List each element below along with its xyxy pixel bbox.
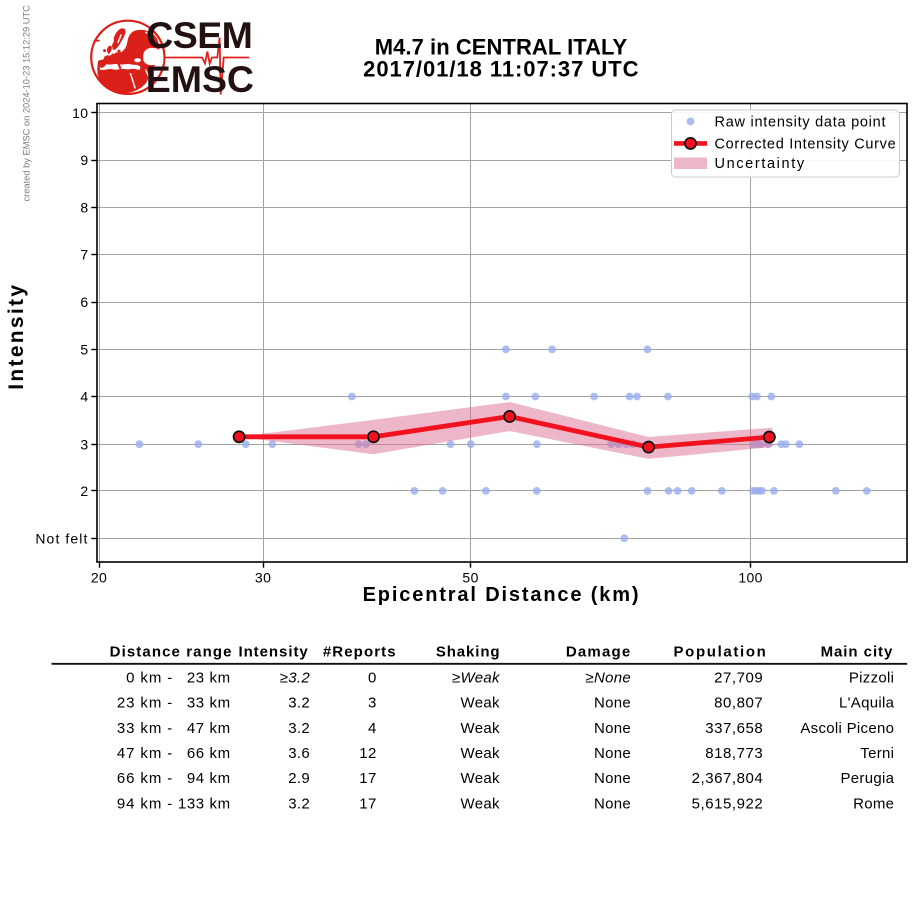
svg-text:4: 4	[80, 389, 88, 405]
svg-text:L'Aquila: L'Aquila	[839, 695, 895, 712]
svg-text:Shaking: Shaking	[436, 644, 501, 661]
svg-text:None: None	[594, 695, 631, 712]
svg-text:2.9: 2.9	[288, 770, 310, 787]
svg-text:6: 6	[80, 294, 88, 310]
svg-text:100: 100	[738, 570, 763, 586]
svg-text:47 km: 47 km	[187, 720, 231, 737]
svg-text:17: 17	[359, 795, 376, 812]
svg-text:337,658: 337,658	[705, 720, 763, 737]
svg-text:None: None	[594, 720, 631, 737]
svg-text:0 km -: 0 km -	[126, 669, 173, 686]
svg-text:3: 3	[80, 436, 88, 452]
svg-text:80,807: 80,807	[714, 695, 763, 712]
svg-text:Ascoli Piceno: Ascoli Piceno	[800, 720, 894, 737]
svg-text:33 km -: 33 km -	[117, 720, 173, 737]
svg-text:50: 50	[462, 570, 478, 586]
svg-text:0: 0	[368, 669, 377, 686]
svg-text:Weak: Weak	[461, 795, 500, 812]
svg-text:Epicentral Distance (km): Epicentral Distance (km)	[363, 584, 641, 606]
svg-text:5: 5	[80, 342, 88, 358]
svg-text:CSEM: CSEM	[146, 14, 252, 56]
svg-text:Distance range: Distance range	[110, 644, 233, 661]
svg-text:Weak: Weak	[461, 745, 500, 762]
svg-text:≥3.2: ≥3.2	[280, 669, 311, 686]
svg-text:33 km: 33 km	[187, 695, 231, 712]
svg-text:3.2: 3.2	[288, 695, 310, 712]
svg-text:≥None: ≥None	[585, 669, 631, 686]
svg-text:94 km -: 94 km -	[117, 795, 173, 812]
svg-text:Weak: Weak	[461, 720, 500, 737]
svg-text:Terni: Terni	[860, 745, 894, 762]
svg-text:Perugia: Perugia	[840, 770, 894, 787]
svg-text:Pizzoli: Pizzoli	[849, 669, 894, 686]
svg-text:Damage: Damage	[566, 644, 632, 661]
svg-text:47 km -: 47 km -	[117, 745, 173, 762]
svg-text:created by EMSC on 2024-10-23: created by EMSC on 2024-10-23 15:12:29 U…	[22, 5, 32, 202]
svg-text:3.2: 3.2	[288, 795, 310, 812]
svg-text:2,367,804: 2,367,804	[692, 770, 764, 787]
svg-text:Not felt: Not felt	[35, 530, 88, 546]
svg-text:23 km: 23 km	[187, 669, 231, 686]
svg-text:None: None	[594, 795, 631, 812]
svg-text:EMSC: EMSC	[146, 58, 254, 100]
svg-text:66 km -: 66 km -	[117, 770, 173, 787]
svg-text:3: 3	[368, 695, 377, 712]
svg-text:30: 30	[255, 570, 271, 586]
svg-text:≥Weak: ≥Weak	[452, 669, 501, 686]
svg-text:7: 7	[80, 247, 88, 263]
svg-text:4: 4	[368, 720, 377, 737]
svg-text:Intensity: Intensity	[238, 644, 308, 661]
svg-text:Rome: Rome	[853, 795, 894, 812]
svg-text:M4.7 in CENTRAL ITALY: M4.7 in CENTRAL ITALY	[375, 35, 628, 60]
svg-text:Corrected Intensity Curve: Corrected Intensity Curve	[715, 136, 897, 152]
svg-text:17: 17	[359, 770, 376, 787]
svg-text:8: 8	[80, 199, 88, 215]
svg-text:9: 9	[80, 152, 88, 168]
svg-text:23 km -: 23 km -	[117, 695, 173, 712]
svg-text:2017/01/18 11:07:37 UTC: 2017/01/18 11:07:37 UTC	[363, 57, 639, 82]
svg-text:Population: Population	[674, 644, 768, 661]
svg-text:94 km: 94 km	[187, 770, 231, 787]
svg-text:5,615,922: 5,615,922	[692, 795, 764, 812]
svg-text:None: None	[594, 770, 631, 787]
svg-text:10: 10	[72, 105, 88, 121]
svg-text:Weak: Weak	[461, 695, 500, 712]
svg-text:66 km: 66 km	[187, 745, 231, 762]
svg-text:Intensity: Intensity	[5, 283, 28, 390]
svg-text:133 km: 133 km	[178, 795, 231, 812]
svg-text:Raw intensity data point: Raw intensity data point	[715, 114, 887, 130]
svg-text:27,709: 27,709	[714, 669, 763, 686]
svg-text:None: None	[594, 745, 631, 762]
svg-text:12: 12	[359, 745, 376, 762]
svg-text:818,773: 818,773	[705, 745, 763, 762]
svg-text:3.6: 3.6	[288, 745, 310, 762]
svg-text:Weak: Weak	[461, 770, 500, 787]
svg-text:2: 2	[80, 483, 88, 499]
svg-text:20: 20	[91, 570, 107, 586]
svg-text:Main city: Main city	[821, 644, 894, 661]
svg-text:3.2: 3.2	[288, 720, 310, 737]
svg-text:Uncertainty: Uncertainty	[715, 156, 806, 172]
svg-text:#Reports: #Reports	[323, 644, 397, 661]
